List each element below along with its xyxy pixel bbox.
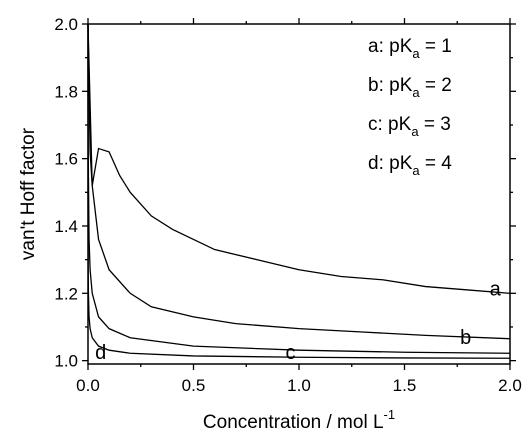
y-tick-label: 1.6	[54, 150, 78, 169]
curve-label-a: a	[490, 278, 502, 300]
curve-label-d: d	[95, 342, 106, 364]
legend-entry-b: b: pKa = 2	[368, 75, 452, 100]
y-tick-label: 1.4	[54, 217, 78, 236]
y-tick-label: 1.8	[54, 82, 78, 101]
x-tick-label: 0.0	[76, 376, 100, 395]
curve-label-b: b	[460, 327, 471, 349]
legend: a: pKa = 1 b: pKa = 2 c: pKa = 3 d: pKa = 4	[368, 36, 452, 178]
axis-ticks	[82, 18, 516, 370]
series-line-a	[87, 23, 511, 294]
tick-labels: 0.0 0.5 1.0 1.5 2.0 1.0 1.2 1.4 1.6 1.8 2.0	[54, 15, 521, 395]
series-line-c	[87, 23, 511, 354]
legend-entry-a: a: pKa = 1	[368, 36, 452, 61]
curve-labels: a b c d	[95, 278, 502, 364]
y-tick-label: 1.0	[54, 352, 78, 371]
legend-entry-d: d: pKa = 4	[368, 153, 452, 178]
x-axis-title-superscript: -1	[384, 407, 396, 422]
x-tick-label: 2.0	[498, 376, 522, 395]
legend-entry-c: c: pKa = 3	[368, 114, 451, 139]
x-tick-label: 1.0	[287, 376, 311, 395]
series-line-b	[87, 23, 511, 340]
x-axis-title: Concentration / mol L-1	[203, 407, 395, 433]
x-axis-title-text: Concentration / mol L	[203, 412, 384, 433]
y-tick-label: 2.0	[54, 15, 78, 34]
y-tick-label: 1.2	[54, 284, 78, 303]
curve-label-c: c	[286, 342, 296, 364]
x-tick-label: 1.5	[393, 376, 417, 395]
x-tick-label: 0.5	[182, 376, 206, 395]
y-axis-title: van't Hoff factor	[18, 127, 39, 260]
